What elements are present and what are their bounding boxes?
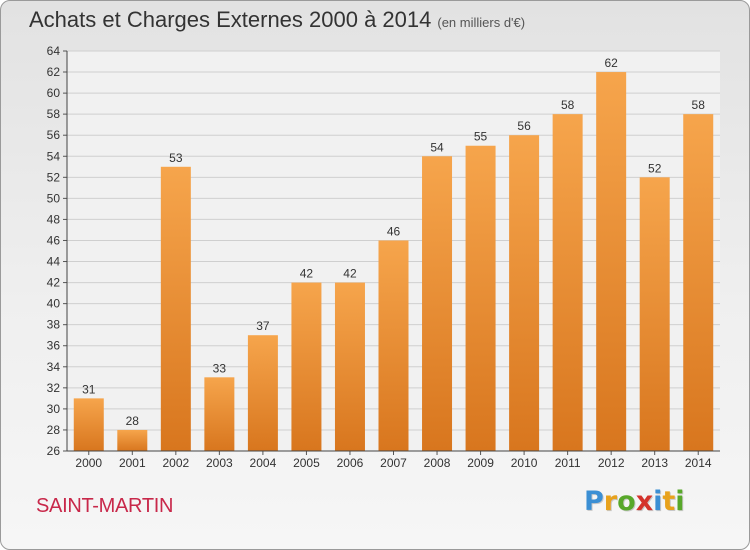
data-label: 46 — [387, 224, 401, 238]
bar — [247, 335, 278, 451]
data-label: 56 — [517, 119, 531, 133]
logo-letter: i — [675, 486, 685, 517]
y-tick-label: 28 — [47, 423, 61, 437]
x-tick-label: 2010 — [511, 456, 538, 470]
y-tick-label: 26 — [47, 444, 61, 458]
x-tick-label: 2011 — [555, 456, 581, 470]
bar — [639, 177, 670, 451]
logo-letter: o — [617, 486, 636, 517]
logo-letter: t — [662, 486, 676, 517]
y-tick-label: 44 — [47, 255, 61, 269]
logo-letter: x — [635, 486, 654, 517]
y-tick-label: 30 — [47, 402, 61, 416]
bar — [334, 282, 365, 451]
proxiti-logo: Proxiti — [584, 486, 685, 517]
bar — [73, 398, 104, 451]
x-tick-label: 2004 — [250, 456, 277, 470]
data-label: 62 — [604, 56, 618, 70]
chart-title-text: Achats et Charges Externes 2000 à 2014 — [29, 7, 432, 32]
y-tick-label: 50 — [47, 191, 61, 205]
y-tick-label: 56 — [47, 128, 61, 142]
y-tick-label: 40 — [47, 297, 61, 311]
y-tick-label: 34 — [47, 360, 61, 374]
x-tick-label: 2006 — [337, 456, 364, 470]
data-label: 52 — [648, 161, 662, 175]
data-label: 33 — [213, 361, 227, 375]
y-tick-label: 48 — [47, 212, 61, 226]
x-tick-label: 2002 — [162, 456, 189, 470]
y-tick-label: 32 — [47, 381, 61, 395]
logo-letter: r — [603, 486, 618, 517]
bar — [509, 135, 540, 452]
data-label: 28 — [126, 414, 140, 428]
bar — [465, 145, 496, 451]
y-tick-label: 64 — [47, 44, 61, 58]
data-label: 42 — [343, 267, 357, 281]
data-label: 58 — [692, 98, 706, 112]
data-label: 58 — [561, 98, 575, 112]
y-tick-label: 60 — [47, 86, 61, 100]
x-tick-label: 2014 — [685, 456, 712, 470]
y-tick-label: 46 — [47, 233, 61, 247]
y-tick-label: 36 — [47, 339, 61, 353]
data-label: 42 — [300, 267, 314, 281]
y-tick-label: 58 — [47, 107, 61, 121]
bar — [596, 72, 627, 451]
bar — [160, 166, 191, 451]
logo-letter: P — [584, 486, 604, 517]
y-tick-label: 54 — [47, 149, 61, 163]
x-tick-label: 2008 — [424, 456, 451, 470]
x-tick-label: 2003 — [206, 456, 233, 470]
x-tick-label: 2009 — [467, 456, 494, 470]
logo-letter: i — [653, 486, 663, 517]
x-tick-label: 2013 — [641, 456, 668, 470]
bar — [683, 114, 714, 451]
y-tick-label: 62 — [47, 65, 61, 79]
x-tick-label: 2001 — [119, 456, 146, 470]
data-label: 53 — [169, 151, 183, 165]
x-tick-label: 2000 — [75, 456, 102, 470]
commune-name: SAINT-MARTIN — [36, 495, 174, 517]
data-label: 54 — [430, 140, 444, 154]
x-tick-label: 2007 — [380, 456, 407, 470]
y-tick-label: 42 — [47, 276, 61, 290]
data-label: 31 — [82, 382, 96, 396]
x-tick-label: 2005 — [293, 456, 320, 470]
bar — [204, 377, 235, 451]
data-label: 37 — [256, 319, 270, 333]
chart-title: Achats et Charges Externes 2000 à 2014 (e… — [29, 7, 525, 33]
y-tick-label: 38 — [47, 318, 61, 332]
y-tick-label: 52 — [47, 170, 61, 184]
x-tick-label: 2012 — [598, 456, 625, 470]
chart-unit: (en milliers d'€) — [437, 15, 526, 30]
bar — [378, 240, 409, 451]
data-label: 55 — [474, 130, 488, 144]
bar — [422, 156, 453, 451]
bar — [291, 282, 322, 451]
bar — [117, 429, 148, 451]
bar — [552, 114, 583, 451]
